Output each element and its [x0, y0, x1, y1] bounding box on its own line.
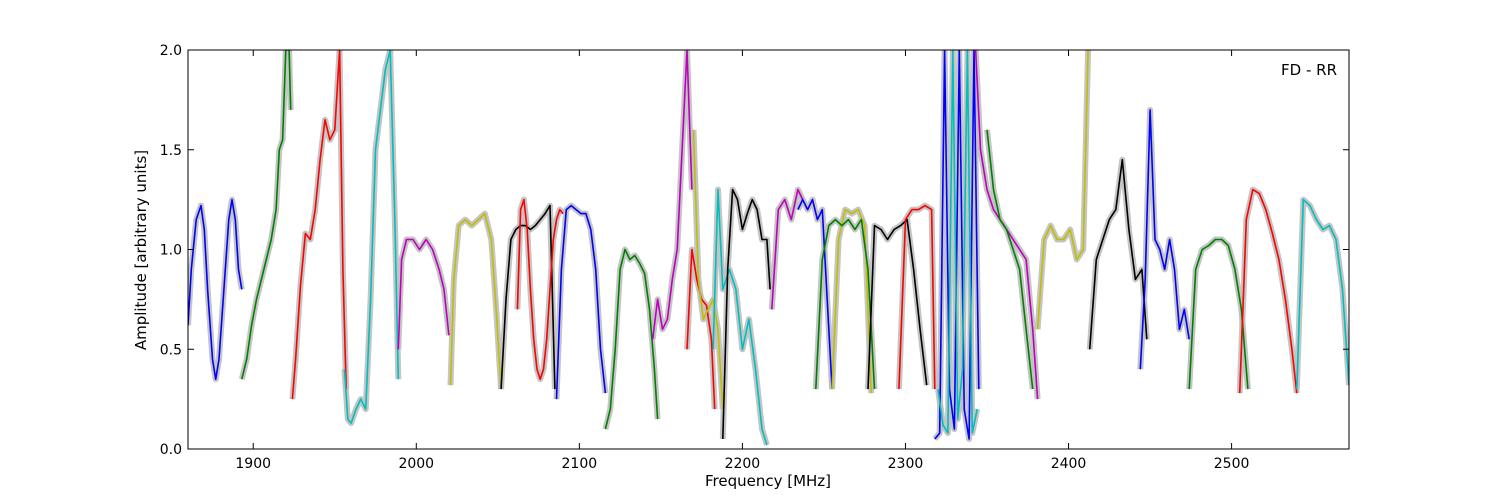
series-line-29 — [1238, 188, 1298, 394]
series-line-4 — [397, 238, 450, 350]
x-tick-label: 2300 — [888, 456, 924, 472]
series-line-21 — [934, 50, 980, 440]
y-tick-label: 1.5 — [160, 143, 182, 159]
series-line-8 — [555, 204, 607, 400]
x-tick-label: 2200 — [725, 456, 761, 472]
series-line-30 — [1296, 198, 1349, 390]
series-line-14 — [722, 188, 771, 440]
series-layer — [188, 50, 1349, 446]
x-tick-label: 2500 — [1214, 456, 1250, 472]
series-line-15 — [771, 188, 804, 310]
y-tick-label: 0.5 — [160, 342, 182, 358]
series-line-7 — [516, 198, 564, 381]
plot-annotation: FD - RR — [1281, 61, 1337, 79]
x-tick-label: 1900 — [235, 456, 271, 472]
series-line-16 — [797, 198, 833, 390]
series-line-10 — [651, 50, 693, 340]
series-line-17 — [831, 208, 872, 394]
series-line-3 — [343, 50, 400, 424]
y-tick-label: 0.0 — [160, 442, 182, 458]
series-line-9 — [604, 248, 659, 430]
series-line-5 — [449, 212, 502, 390]
series-line-26 — [1088, 158, 1148, 350]
series-line-24 — [986, 129, 1034, 390]
series-line-12 — [692, 129, 724, 410]
series-line-13 — [712, 188, 768, 446]
series-line-2 — [291, 50, 347, 400]
series-line-0 — [188, 198, 243, 381]
series-line-20 — [898, 204, 936, 390]
series-line-19 — [867, 218, 928, 390]
series-line-6 — [500, 204, 556, 390]
y-tick-label: 1.0 — [160, 243, 182, 259]
series-line-22 — [937, 50, 978, 434]
series-line-25 — [1036, 50, 1089, 330]
series-line-27 — [1139, 109, 1190, 370]
series-line-1 — [241, 50, 292, 380]
x-axis: 1900 2000 2100 2200 2300 2400 2500 — [235, 50, 1249, 472]
y-tick-label: 2.0 — [160, 43, 182, 59]
x-tick-label: 2400 — [1051, 456, 1087, 472]
x-axis-label: Frequency [MHz] — [705, 472, 831, 490]
x-tick-label: 2100 — [562, 456, 598, 472]
series-line-18 — [815, 218, 876, 390]
y-axis-label: Amplitude [arbitrary units] — [132, 150, 150, 350]
series-line-28 — [1188, 238, 1249, 390]
x-tick-label: 2000 — [398, 456, 434, 472]
y-axis: 0.0 0.5 1.0 1.5 2.0 — [160, 43, 1349, 458]
